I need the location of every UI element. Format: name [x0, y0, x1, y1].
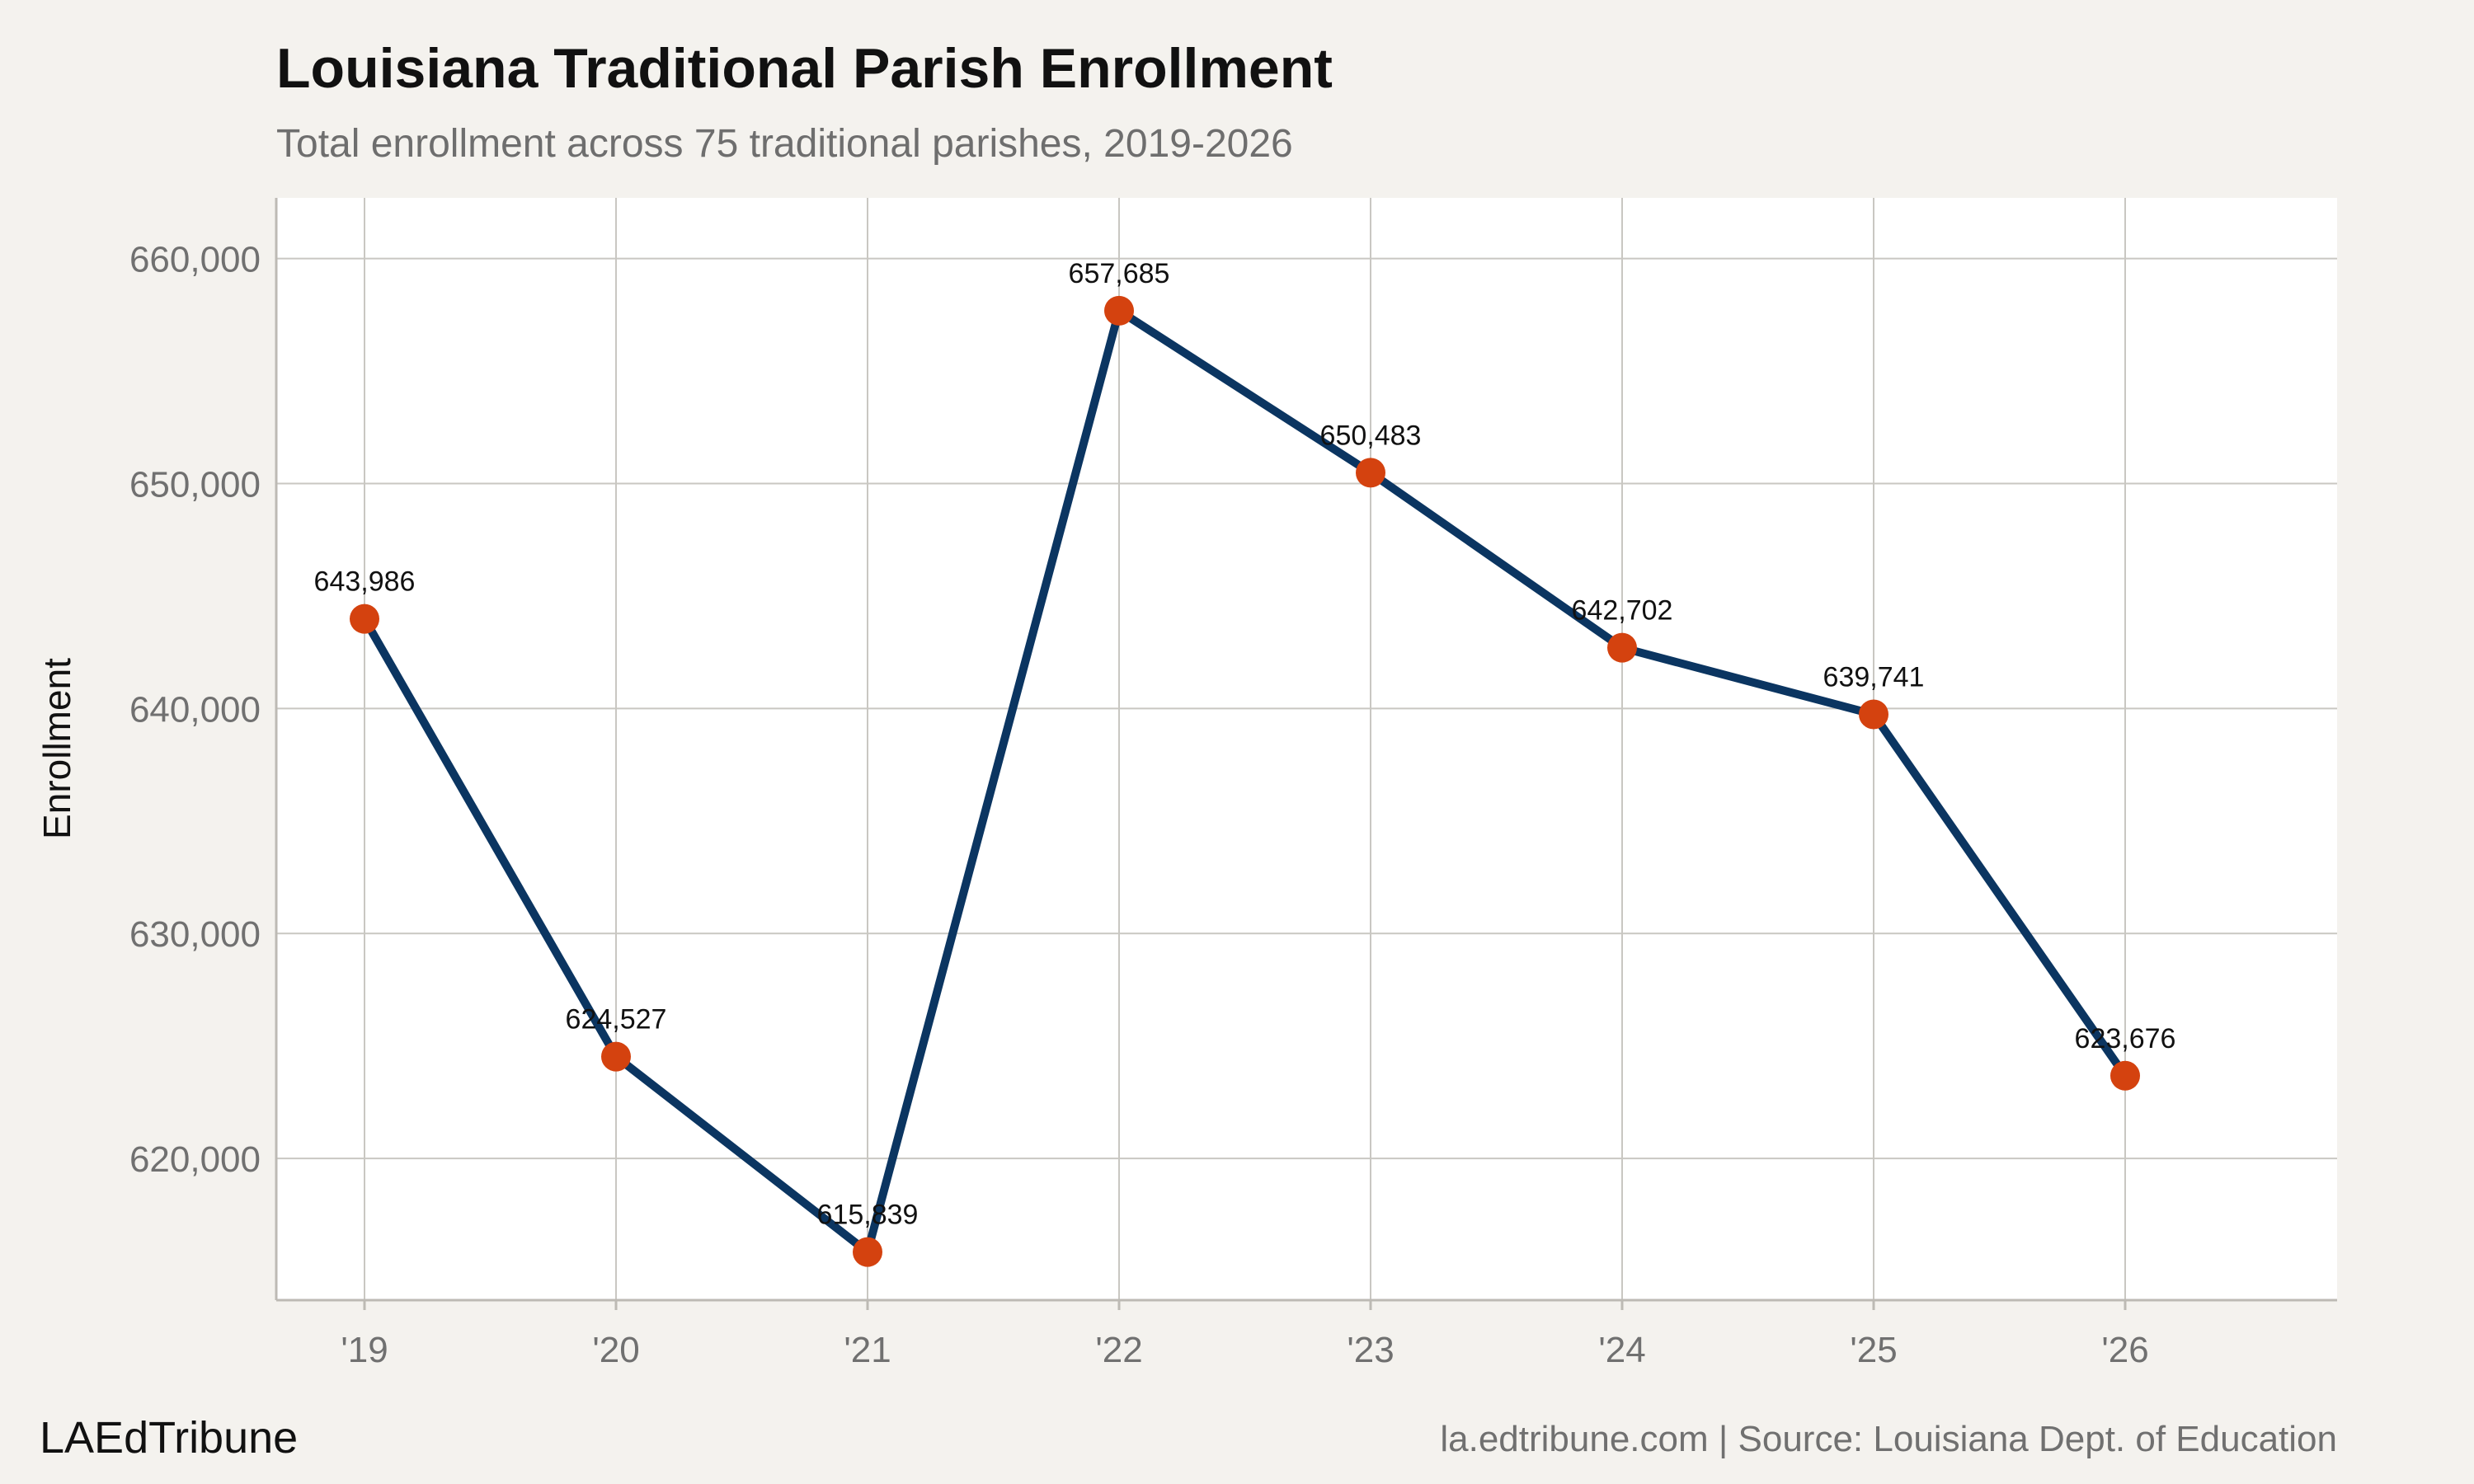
- x-tick-label: '21: [844, 1330, 891, 1370]
- x-tick-label: '24: [1598, 1330, 1645, 1370]
- source-note: la.edtribune.com | Source: Louisiana Dep…: [1440, 1419, 2337, 1459]
- data-point: [601, 1041, 631, 1072]
- x-tick-label: '22: [1095, 1330, 1142, 1370]
- x-tick-label: '25: [1850, 1330, 1897, 1370]
- data-label: 643,986: [314, 566, 416, 598]
- data-label: 657,685: [1069, 258, 1170, 289]
- x-tick-label: '20: [592, 1330, 639, 1370]
- brand-name: LAEdTribune: [40, 1413, 298, 1463]
- y-tick-label: 640,000: [129, 689, 261, 730]
- data-point: [853, 1237, 882, 1267]
- x-tick-label: '26: [2101, 1330, 2148, 1370]
- chart-subtitle: Total enrollment across 75 traditional p…: [276, 122, 1293, 166]
- x-tick-label: '23: [1347, 1330, 1394, 1370]
- data-label: 615,839: [817, 1200, 919, 1231]
- data-label: 623,676: [2075, 1023, 2176, 1054]
- data-point: [1356, 458, 1385, 488]
- y-tick-label: 660,000: [129, 240, 261, 280]
- data-point: [1607, 632, 1637, 663]
- chart-title: Louisiana Traditional Parish Enrollment: [276, 37, 1333, 100]
- data-labels: 643,986 624,527 615,839 657,685 650,483 642,7…: [314, 258, 2176, 1231]
- x-tick-label: '19: [341, 1330, 388, 1370]
- data-points: [350, 295, 2140, 1267]
- grid-lines: [276, 198, 2337, 1310]
- series-layer: [360, 306, 2129, 1256]
- enrollment-line: [360, 306, 2129, 1256]
- y-axis-title: Enrollment: [35, 658, 78, 839]
- data-point: [350, 603, 379, 634]
- data-label: 650,483: [1320, 420, 1422, 451]
- data-point: [2110, 1060, 2140, 1091]
- data-label: 642,702: [1572, 595, 1673, 627]
- axes: [275, 198, 2337, 1302]
- data-point: [1859, 699, 1888, 730]
- plot-panel: [276, 198, 2337, 1300]
- y-tick-label: 650,000: [129, 465, 261, 505]
- data-point: [1104, 295, 1134, 326]
- y-tick-label: 630,000: [129, 914, 261, 955]
- x-tick-labels: '19 '20 '21 '22 '23 '24 '25 '26: [341, 1330, 2148, 1370]
- y-tick-labels: 620,000 630,000 640,000 650,000 660,000: [129, 240, 261, 1180]
- y-tick-label: 620,000: [129, 1139, 261, 1180]
- data-label: 624,527: [566, 1004, 667, 1036]
- data-label: 639,741: [1823, 661, 1925, 693]
